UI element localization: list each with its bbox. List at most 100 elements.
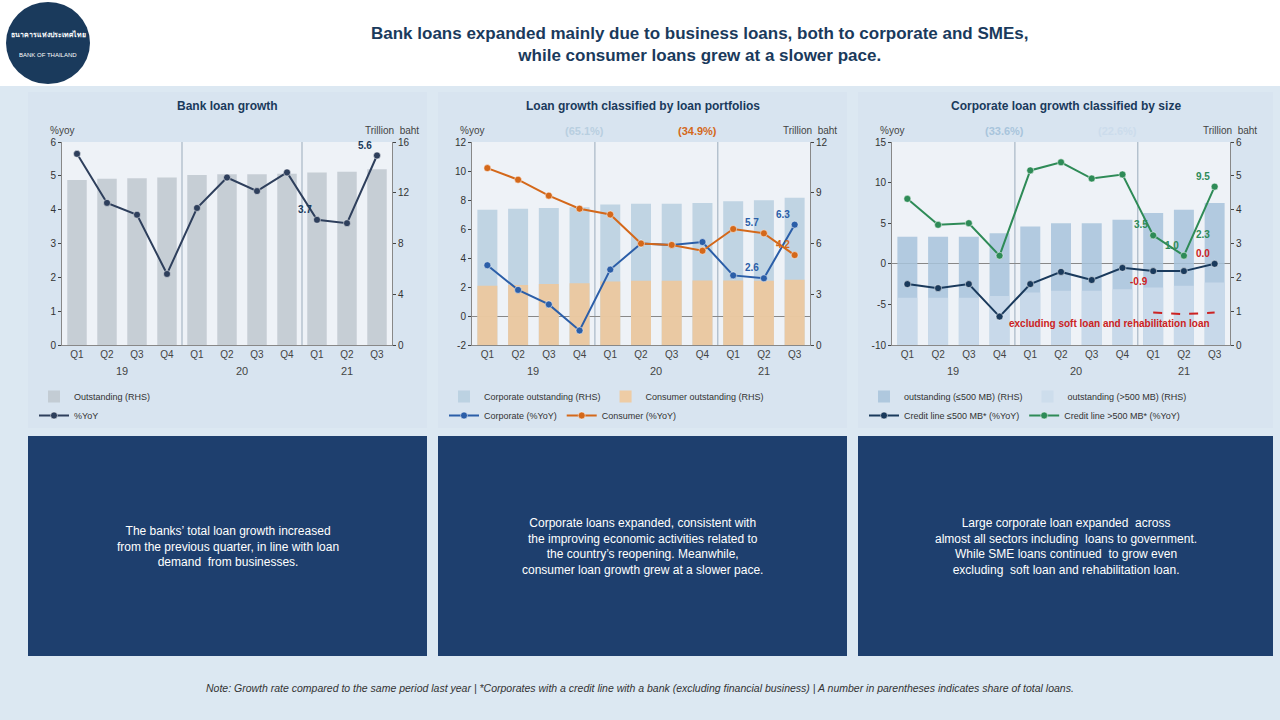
svg-text:Loan growth classified by loan: Loan growth classified by loan portfolio… xyxy=(526,99,760,113)
svg-text:Trillion baht: Trillion baht xyxy=(1203,125,1257,136)
svg-text:Corporate loan growth classifi: Corporate loan growth classified by size xyxy=(951,99,1181,113)
svg-text:0.0: 0.0 xyxy=(1196,248,1210,259)
svg-text:8: 8 xyxy=(398,238,404,249)
svg-text:0: 0 xyxy=(50,340,56,351)
svg-text:Q3: Q3 xyxy=(1208,349,1222,360)
svg-text:2: 2 xyxy=(1236,272,1242,283)
svg-text:0: 0 xyxy=(1236,340,1242,351)
svg-text:16: 16 xyxy=(398,137,410,148)
svg-text:Q1: Q1 xyxy=(604,349,618,360)
svg-text:Bank loans expanded mainly due: Bank loans expanded mainly due to busine… xyxy=(371,24,1028,65)
svg-text:8: 8 xyxy=(460,195,466,206)
svg-text:19: 19 xyxy=(527,365,539,377)
svg-text:Q1: Q1 xyxy=(727,349,741,360)
svg-text:15: 15 xyxy=(875,137,887,148)
svg-text:-2: -2 xyxy=(457,340,466,351)
svg-text:12: 12 xyxy=(455,137,467,148)
svg-text:Q4: Q4 xyxy=(1116,349,1130,360)
svg-text:BANK OF THAILAND: BANK OF THAILAND xyxy=(19,52,77,58)
svg-text:%yoy: %yoy xyxy=(50,125,74,136)
svg-text:2.3: 2.3 xyxy=(1196,229,1210,240)
svg-text:4: 4 xyxy=(50,204,56,215)
svg-text:6: 6 xyxy=(50,137,56,148)
svg-text:3: 3 xyxy=(816,289,822,300)
svg-text:Q3: Q3 xyxy=(1085,349,1099,360)
svg-text:Q3: Q3 xyxy=(665,349,679,360)
svg-text:3.5: 3.5 xyxy=(1134,219,1148,230)
svg-text:Q3: Q3 xyxy=(542,349,556,360)
svg-text:4: 4 xyxy=(460,253,466,264)
svg-text:19: 19 xyxy=(116,365,128,377)
svg-text:3: 3 xyxy=(50,238,56,249)
svg-text:6.3: 6.3 xyxy=(776,209,790,220)
svg-text:%yoy: %yoy xyxy=(460,125,484,136)
svg-text:The banks’ total loan growth i: The banks’ total loan growth increasedfr… xyxy=(117,524,339,569)
svg-text:20: 20 xyxy=(650,365,662,377)
svg-text:21: 21 xyxy=(341,365,353,377)
svg-text:%yoy: %yoy xyxy=(880,125,904,136)
svg-text:Q1: Q1 xyxy=(310,349,324,360)
svg-text:Corporate outstanding (RHS): Corporate outstanding (RHS) xyxy=(484,392,601,402)
svg-text:4: 4 xyxy=(1236,204,1242,215)
svg-text:6: 6 xyxy=(816,238,822,249)
svg-text:Q3: Q3 xyxy=(788,349,802,360)
svg-text:10: 10 xyxy=(875,177,887,188)
svg-text:Q4: Q4 xyxy=(993,349,1007,360)
svg-text:19: 19 xyxy=(947,365,959,377)
svg-text:Consumer outstanding (RHS): Consumer outstanding (RHS) xyxy=(646,392,764,402)
svg-text:3.7: 3.7 xyxy=(298,204,312,215)
svg-text:Q1: Q1 xyxy=(1024,349,1038,360)
svg-text:2: 2 xyxy=(50,272,56,283)
svg-text:9: 9 xyxy=(816,187,822,198)
svg-text:21: 21 xyxy=(1178,365,1190,377)
svg-text:5.6: 5.6 xyxy=(358,140,372,151)
svg-text:(34.9%): (34.9%) xyxy=(678,125,717,137)
svg-text:(22.6%): (22.6%) xyxy=(1098,125,1137,137)
svg-text:0: 0 xyxy=(460,311,466,322)
svg-text:0: 0 xyxy=(398,340,404,351)
svg-text:Q1: Q1 xyxy=(481,349,495,360)
svg-text:Q2: Q2 xyxy=(931,349,945,360)
svg-text:3: 3 xyxy=(1236,238,1242,249)
svg-text:2.6: 2.6 xyxy=(745,262,759,273)
svg-text:0: 0 xyxy=(880,258,886,269)
svg-text:12: 12 xyxy=(816,137,828,148)
svg-text:outstanding (≤500 MB) (RHS): outstanding (≤500 MB) (RHS) xyxy=(904,392,1023,402)
svg-text:Q3: Q3 xyxy=(130,349,144,360)
svg-text:-0.9: -0.9 xyxy=(1130,276,1148,287)
svg-text:%YoY: %YoY xyxy=(74,411,98,421)
svg-text:Large corporate loan expanded: Large corporate loan expanded acrossalmo… xyxy=(935,516,1197,577)
svg-text:Q4: Q4 xyxy=(573,349,587,360)
svg-text:Credit line >500 MB* (%YoY): Credit line >500 MB* (%YoY) xyxy=(1064,411,1179,421)
svg-text:5: 5 xyxy=(50,170,56,181)
svg-text:ธนาคารแห่งประเทศไทย: ธนาคารแห่งประเทศไทย xyxy=(11,30,86,38)
svg-text:Q4: Q4 xyxy=(280,349,294,360)
svg-text:20: 20 xyxy=(1070,365,1082,377)
svg-text:20: 20 xyxy=(236,365,248,377)
svg-text:Q2: Q2 xyxy=(1054,349,1068,360)
svg-text:Trillion baht: Trillion baht xyxy=(783,125,837,136)
svg-text:Q1: Q1 xyxy=(1147,349,1161,360)
svg-text:Q2: Q2 xyxy=(220,349,234,360)
svg-text:Q2: Q2 xyxy=(634,349,648,360)
svg-text:Trillion baht: Trillion baht xyxy=(365,125,419,136)
svg-text:Q1: Q1 xyxy=(901,349,915,360)
svg-text:-5: -5 xyxy=(877,299,886,310)
svg-text:5: 5 xyxy=(880,218,886,229)
svg-text:Corporate (%YoY): Corporate (%YoY) xyxy=(484,411,557,421)
svg-text:9.5: 9.5 xyxy=(1196,171,1210,182)
svg-text:Q3: Q3 xyxy=(370,349,384,360)
svg-text:Q2: Q2 xyxy=(340,349,354,360)
svg-text:Consumer (%YoY): Consumer (%YoY) xyxy=(602,411,676,421)
svg-text:(65.1%): (65.1%) xyxy=(565,125,604,137)
svg-text:outstanding (>500 MB) (RHS): outstanding (>500 MB) (RHS) xyxy=(1068,392,1187,402)
svg-text:10: 10 xyxy=(455,166,467,177)
svg-text:1: 1 xyxy=(1236,306,1242,317)
svg-text:1: 1 xyxy=(50,306,56,317)
svg-text:Q1: Q1 xyxy=(70,349,84,360)
svg-text:Q2: Q2 xyxy=(511,349,525,360)
svg-text:1.0: 1.0 xyxy=(1165,240,1179,251)
svg-text:Q4: Q4 xyxy=(160,349,174,360)
svg-text:Q2: Q2 xyxy=(1177,349,1191,360)
svg-text:5.7: 5.7 xyxy=(745,217,759,228)
